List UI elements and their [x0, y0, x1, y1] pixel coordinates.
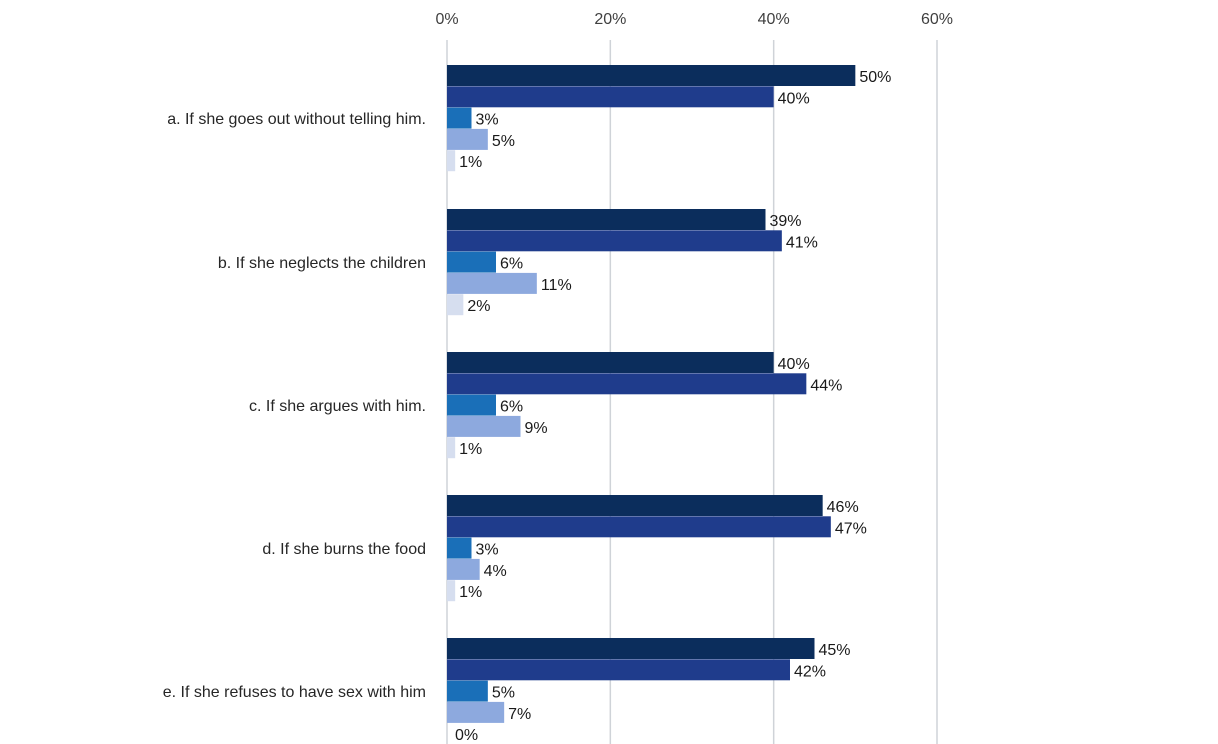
- bar: [447, 373, 807, 395]
- bar: [447, 107, 472, 129]
- bar: [447, 128, 488, 150]
- data-label: 3%: [476, 542, 499, 559]
- data-label: 46%: [827, 499, 859, 516]
- bar: [447, 558, 480, 580]
- x-tick-label: 20%: [594, 11, 626, 28]
- data-label: 47%: [835, 520, 867, 537]
- bar: [447, 272, 537, 294]
- data-label: 1%: [459, 441, 482, 458]
- bar: [447, 437, 456, 459]
- bar: [447, 638, 815, 659]
- data-label: 45%: [819, 642, 851, 659]
- bar: [447, 580, 456, 602]
- data-label: 11%: [541, 277, 572, 294]
- data-label: 9%: [525, 420, 548, 437]
- bar: [447, 150, 456, 172]
- data-label: 40%: [778, 90, 810, 107]
- data-label: 2%: [467, 298, 490, 315]
- bar: [447, 495, 823, 516]
- bar: [447, 415, 521, 437]
- bar: [447, 251, 496, 273]
- bar: [447, 230, 782, 252]
- bar: [447, 352, 774, 373]
- data-label: 6%: [500, 399, 523, 416]
- data-label: 50%: [859, 69, 891, 86]
- data-label: 44%: [810, 377, 842, 394]
- bar: [447, 537, 472, 559]
- data-label: 5%: [492, 685, 515, 702]
- bar: [447, 701, 505, 723]
- category-label: c. If she argues with him.: [249, 398, 426, 415]
- bars: [447, 65, 856, 723]
- data-label: 0%: [455, 727, 478, 744]
- category-labels: a. If she goes out without telling him. b…: [163, 111, 426, 701]
- data-label: 40%: [778, 356, 810, 373]
- bar: [447, 65, 856, 86]
- data-label: 5%: [492, 133, 515, 150]
- bar: [447, 209, 766, 230]
- data-label: 3%: [476, 112, 499, 129]
- data-label: 41%: [786, 234, 818, 251]
- data-label: 7%: [508, 706, 531, 723]
- category-label: a. If she goes out without telling him.: [167, 111, 426, 128]
- x-tick-label: 40%: [758, 11, 790, 28]
- category-label: e. If she refuses to have sex with him: [163, 684, 426, 701]
- bar: [447, 680, 488, 702]
- bar: [447, 516, 831, 538]
- data-labels: 50% 39% 40% 46% 45% 40% 41% 44% 47% 42% 3% 6% 6% 3% 5%…: [455, 69, 891, 744]
- data-label: 6%: [500, 256, 523, 273]
- bar: [447, 294, 464, 316]
- bar: [447, 659, 790, 681]
- x-tick-label: 0%: [435, 11, 458, 28]
- data-label: 1%: [459, 584, 482, 601]
- category-label: d. If she burns the food: [262, 541, 426, 558]
- bar: [447, 394, 496, 416]
- data-label: 1%: [459, 154, 482, 171]
- x-tick-label: 60%: [921, 11, 953, 28]
- bar: [447, 86, 774, 108]
- x-axis-ticks: 0% 20% 40% 60%: [435, 11, 953, 28]
- data-label: 4%: [484, 563, 507, 580]
- category-label: b. If she neglects the children: [218, 255, 426, 272]
- data-label: 42%: [794, 663, 826, 680]
- data-label: 39%: [770, 213, 802, 230]
